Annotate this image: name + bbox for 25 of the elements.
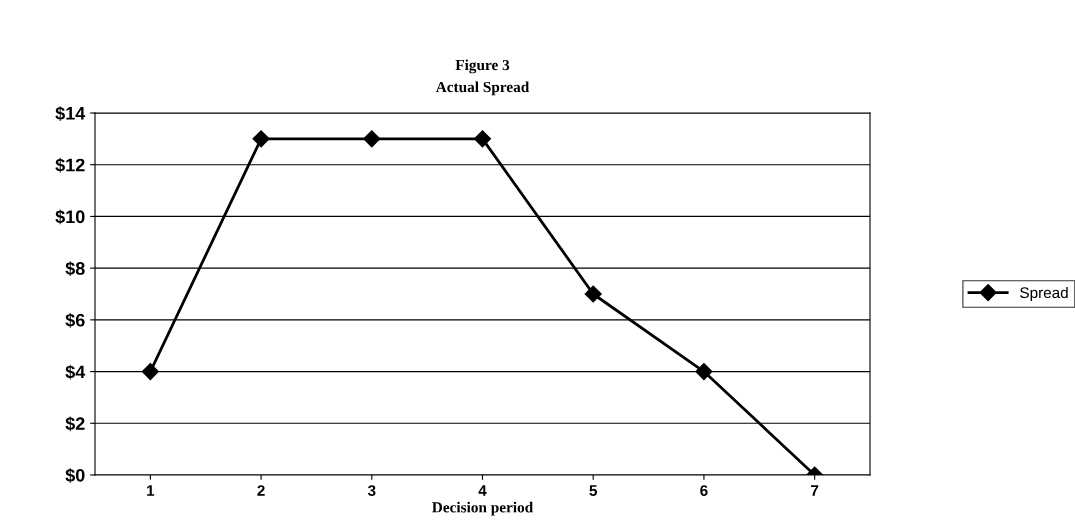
x-tick-label: 7	[811, 485, 819, 496]
chart-subtitle: Actual Spread	[435, 81, 530, 96]
legend-label: Spread	[1020, 286, 1068, 302]
y-tick-label: $0	[65, 468, 85, 483]
point	[252, 130, 270, 148]
y-tick-label: $8	[65, 261, 85, 277]
x-tick-label: 3	[367, 485, 376, 496]
y-tick-label: $12	[55, 157, 85, 173]
chart-title: Figure 3	[455, 59, 510, 74]
x-tick-label: 5	[589, 485, 598, 496]
y-tick-label: $10	[55, 209, 85, 225]
y-tick-label: $2	[65, 416, 85, 432]
point	[363, 130, 381, 148]
point	[473, 130, 492, 148]
y-tick-label: $14	[55, 106, 86, 121]
x-axis-title: Decision period	[432, 501, 534, 516]
x-tick-label: 6	[700, 485, 708, 496]
y-tick-label: $4	[65, 364, 86, 380]
x-tick-label: 1	[147, 485, 155, 496]
point	[695, 363, 713, 381]
point	[141, 363, 159, 381]
x-tick-label: 4	[478, 485, 487, 496]
x-tick-label: 2	[257, 485, 265, 496]
point	[584, 285, 602, 303]
y-tick-label: $6	[65, 313, 85, 328]
